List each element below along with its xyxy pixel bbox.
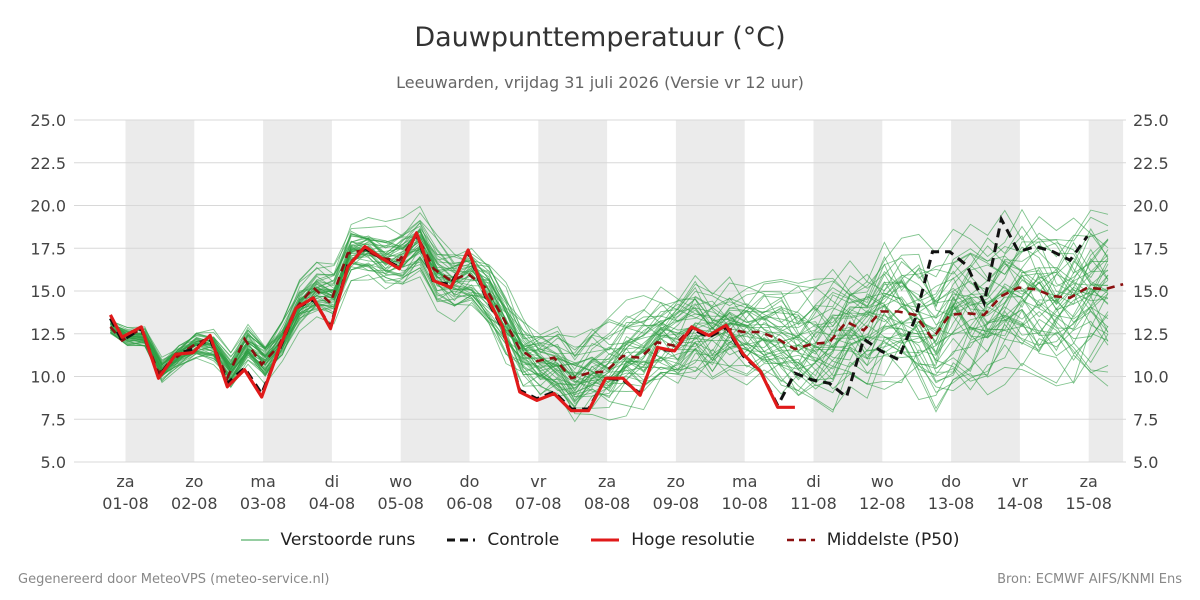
y-tick-label-left: 7.5: [41, 410, 66, 429]
x-tick-day-label: di: [325, 472, 340, 491]
footer-source: Bron: ECMWF AIFS/KNMI Ens: [997, 572, 1182, 587]
chart-subtitle: Leeuwarden, vrijdag 31 juli 2026 (Versie…: [396, 73, 804, 92]
ensemble-member-line: [110, 230, 1109, 383]
x-tick-date-label: 09-08: [653, 494, 700, 513]
x-tick-date-label: 14-08: [997, 494, 1044, 513]
x-tick-date-label: 08-08: [584, 494, 631, 513]
y-tick-label-right: 5.0: [1133, 453, 1158, 472]
ensemble-member-line: [110, 208, 1109, 377]
ensemble-member-line: [110, 221, 1109, 389]
x-tick-day-label: za: [116, 472, 134, 491]
hires-line: [108, 231, 795, 413]
y-tick-label-right: 20.0: [1133, 197, 1169, 216]
footer-generated-by: Gegenereerd door MeteoVPS (meteo-service…: [18, 572, 330, 587]
y-tick-label-left: 12.5: [30, 325, 66, 344]
x-tick-day-label: ma: [732, 472, 757, 491]
ensemble-member-line: [110, 235, 1109, 371]
y-tick-label-left: 17.5: [30, 239, 66, 258]
x-tick-day-label: do: [941, 472, 961, 491]
legend-label-members: Verstoorde runs: [280, 530, 416, 550]
y-tick-label-right: 25.0: [1133, 111, 1169, 130]
ensemble-member-line: [110, 227, 1109, 378]
y-tick-label-left: 5.0: [41, 453, 66, 472]
x-tick-day-label: za: [598, 472, 616, 491]
legend-swatch-median: [786, 538, 815, 542]
ensemble-member-line: [110, 221, 1109, 363]
x-tick-date-label: 01-08: [102, 494, 149, 513]
legend-swatch-control: [447, 538, 476, 542]
y-tick-label-left: 22.5: [30, 154, 66, 173]
x-tick-date-label: 12-08: [859, 494, 906, 513]
legend-item-members[interactable]: Verstoorde runs: [240, 530, 416, 550]
y-tick-label-right: 17.5: [1133, 239, 1169, 258]
ensemble-member-line: [110, 220, 1109, 392]
ensemble-member-line: [110, 250, 1109, 411]
y-tick-label-right: 12.5: [1133, 325, 1169, 344]
y-tick-label-right: 7.5: [1133, 410, 1158, 429]
x-tick-date-label: 11-08: [790, 494, 837, 513]
y-tick-label-left: 15.0: [30, 282, 66, 301]
ensemble-member-line: [110, 257, 1109, 398]
y-tick-label-right: 22.5: [1133, 154, 1169, 173]
x-tick-day-label: vr: [530, 472, 546, 491]
chart-title: Dauwpunttemperatuur (°C): [414, 22, 786, 53]
legend-item-median[interactable]: Middelste (P50): [786, 530, 960, 550]
x-tick-day-label: vr: [1012, 472, 1028, 491]
legend-label-control: Controle: [487, 530, 560, 550]
x-tick-day-label: zo: [667, 472, 685, 491]
x-tick-date-label: 13-08: [928, 494, 975, 513]
y-tick-label-left: 25.0: [30, 111, 66, 130]
ensemble-member-line: [110, 246, 1109, 409]
y-tick-label-left: 10.0: [30, 368, 66, 387]
x-tick-day-label: wo: [389, 472, 412, 491]
x-tick-date-label: 06-08: [446, 494, 493, 513]
legend-label-hires: Hoge resolutie: [631, 530, 755, 550]
main-series: [108, 214, 1124, 413]
x-tick-day-label: di: [806, 472, 821, 491]
legend-label-median: Middelste (P50): [826, 530, 960, 550]
y-tick-label-left: 20.0: [30, 197, 66, 216]
chart-legend: Verstoorde runs Controle Hoge resolutie …: [0, 530, 1200, 550]
x-tick-date-label: 03-08: [240, 494, 287, 513]
legend-item-control[interactable]: Controle: [447, 530, 559, 550]
y-tick-label-right: 15.0: [1133, 282, 1169, 301]
x-tick-date-label: 05-08: [377, 494, 424, 513]
x-tick-date-label: 07-08: [515, 494, 562, 513]
x-tick-day-label: za: [1080, 472, 1098, 491]
x-tick-day-label: zo: [185, 472, 203, 491]
x-tick-day-label: wo: [871, 472, 894, 491]
x-tick-date-label: 02-08: [171, 494, 218, 513]
legend-swatch-members: [240, 539, 269, 541]
legend-swatch-hires: [591, 538, 620, 542]
y-tick-label-right: 10.0: [1133, 368, 1169, 387]
x-tick-day-label: ma: [250, 472, 275, 491]
ensemble-member-line: [110, 246, 1109, 401]
x-tick-date-label: 15-08: [1065, 494, 1112, 513]
x-tick-date-label: 10-08: [721, 494, 768, 513]
legend-item-hires[interactable]: Hoge resolutie: [591, 530, 755, 550]
x-tick-day-label: do: [460, 472, 480, 491]
x-tick-date-label: 04-08: [309, 494, 356, 513]
